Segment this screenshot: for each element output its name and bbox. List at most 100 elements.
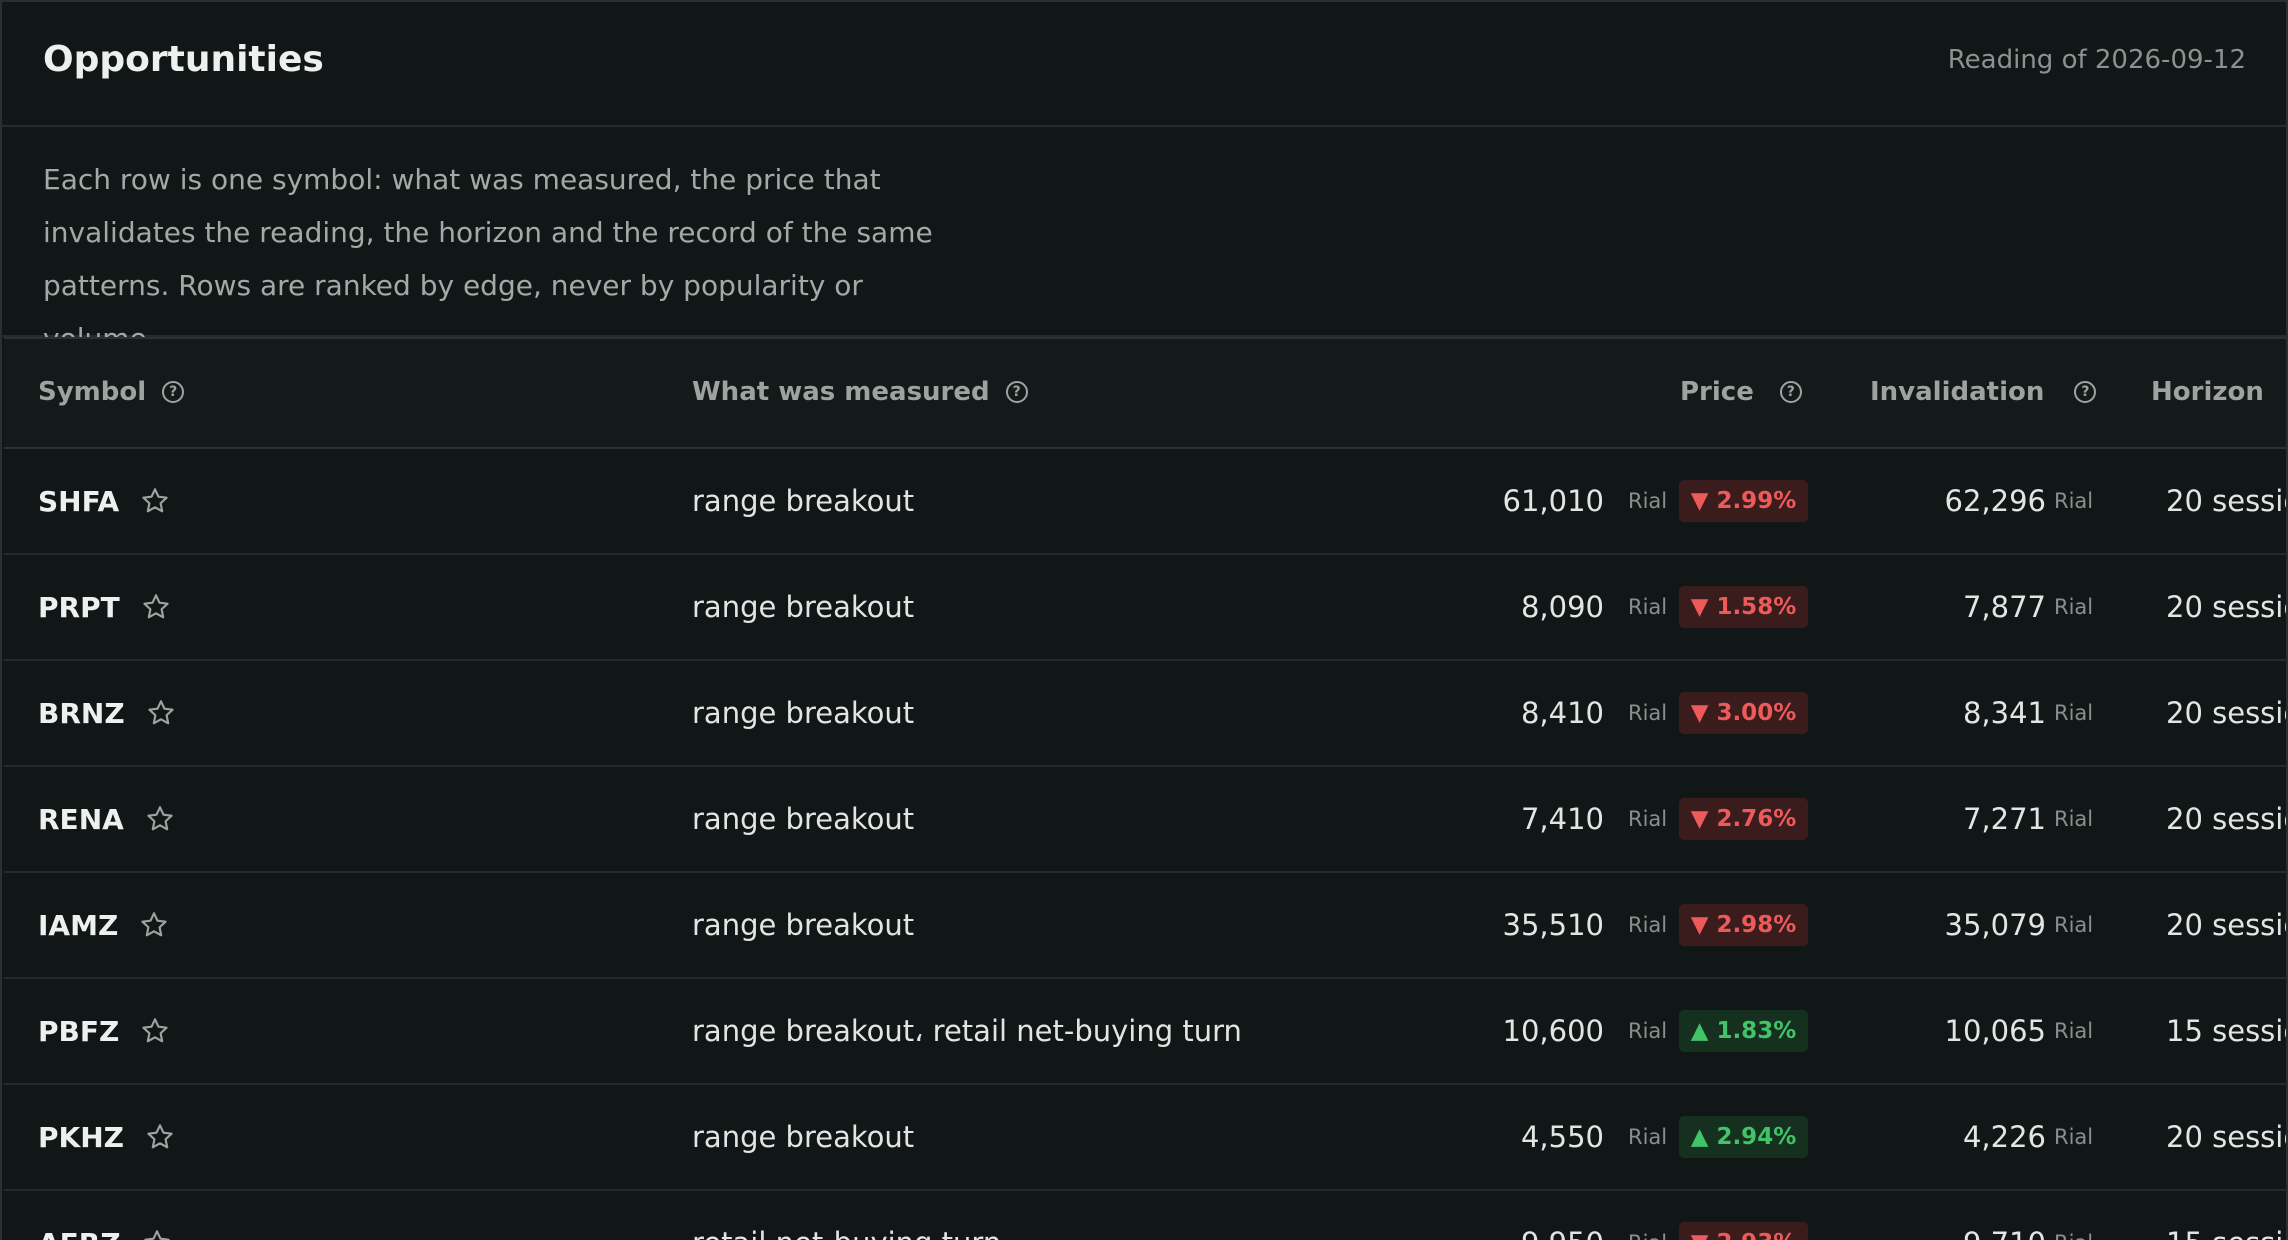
- horizon-value: 20 sessio: [2166, 696, 2288, 730]
- price-value: 8,410: [1520, 696, 1604, 730]
- change-badge: ▼ 3.00%: [1679, 692, 1808, 734]
- measured-cell: range breakout، retail net-buying turn: [692, 1014, 1242, 1048]
- help-icon[interactable]: ?: [1779, 381, 1802, 403]
- change-badge: ▼ 1.58%: [1679, 586, 1808, 628]
- column-measured[interactable]: What was measured ?: [692, 377, 1028, 407]
- change-badge: ▲ 1.83%: [1679, 1010, 1808, 1052]
- price-value: 4,550: [1520, 1120, 1604, 1154]
- column-invalidation-label: Invalidation: [1870, 377, 2045, 407]
- star-icon[interactable]: [139, 485, 171, 517]
- price-unit: Rial: [1628, 1125, 1668, 1149]
- price-unit: Rial: [1628, 701, 1668, 725]
- symbol-cell[interactable]: RENA: [38, 767, 176, 871]
- star-icon[interactable]: [139, 1015, 171, 1047]
- invalidation-value: 35,079: [1944, 908, 2046, 942]
- column-measured-label: What was measured: [692, 377, 990, 407]
- price-unit: Rial: [1628, 913, 1668, 937]
- help-icon[interactable]: ?: [1005, 381, 1028, 403]
- invalidation-unit: Rial: [2054, 1125, 2094, 1149]
- column-symbol-label: Symbol: [38, 377, 147, 407]
- price-unit: Rial: [1628, 1191, 1667, 1240]
- column-horizon[interactable]: Horizon ?: [2151, 377, 2286, 407]
- symbol-cell[interactable]: SHFA: [38, 449, 171, 553]
- horizon-value: 15 sessio: [2166, 1014, 2288, 1048]
- star-icon[interactable]: [144, 803, 176, 835]
- star-icon[interactable]: [138, 909, 170, 941]
- invalidation-value: 4,226: [1962, 1120, 2046, 1154]
- price-unit: Rial: [1628, 595, 1668, 619]
- star-icon[interactable]: [140, 591, 172, 623]
- symbol-cell[interactable]: AFRZ: [38, 1191, 173, 1240]
- invalidation-unit: Rial: [2054, 701, 2094, 725]
- invalidation-value: 7,271: [1962, 802, 2046, 836]
- price-value: 61,010: [1502, 484, 1604, 518]
- symbol-label: AFRZ: [38, 1227, 121, 1240]
- invalidation-unit: Rial: [2054, 489, 2094, 513]
- price-value: 9,950: [1454, 1191, 1604, 1240]
- symbol-label: PBFZ: [38, 1014, 120, 1048]
- description-text: Each row is one symbol: what was measure…: [43, 163, 933, 355]
- symbol-cell[interactable]: PBFZ: [38, 979, 171, 1083]
- table-row[interactable]: IAMZ range breakout 35,510 Rial ▼ 2.98% …: [4, 873, 2288, 979]
- column-symbol[interactable]: Symbol ?: [38, 377, 185, 407]
- price-value: 35,510: [1502, 908, 1604, 942]
- star-icon[interactable]: [141, 1227, 173, 1240]
- horizon-value: 15 sessio: [2166, 1191, 2286, 1240]
- symbol-cell[interactable]: PRPT: [38, 555, 172, 659]
- invalidation-value: 7,877: [1962, 590, 2046, 624]
- star-icon[interactable]: [145, 697, 177, 729]
- table-body: SHFA range breakout 61,010 Rial ▼ 2.99% …: [4, 449, 2288, 1240]
- symbol-label: BRNZ: [38, 696, 125, 730]
- price-unit: Rial: [1628, 489, 1668, 513]
- help-icon[interactable]: ?: [162, 381, 185, 403]
- table-row[interactable]: BRNZ range breakout 8,410 Rial ▼ 3.00% 8…: [4, 661, 2288, 767]
- measured-cell: retail net-buying turn: [692, 1191, 1001, 1240]
- invalidation-unit: Rial: [2054, 913, 2094, 937]
- invalidation-value: 10,065: [1944, 1014, 2046, 1048]
- symbol-cell[interactable]: PKHZ: [38, 1085, 176, 1189]
- table-row[interactable]: PBFZ range breakout، retail net-buying t…: [4, 979, 2288, 1085]
- price-unit: Rial: [1628, 1019, 1668, 1043]
- change-badge: ▼ 2.76%: [1679, 798, 1808, 840]
- symbol-cell[interactable]: IAMZ: [38, 873, 170, 977]
- horizon-value: 20 sessio: [2166, 1120, 2288, 1154]
- opportunities-table: Symbol ? What was measured ? Price ? Inv…: [4, 337, 2288, 1240]
- measured-cell: range breakout: [692, 590, 915, 624]
- star-icon[interactable]: [144, 1121, 176, 1153]
- change-badge: ▼ 2.98%: [1679, 904, 1808, 946]
- change-badge: ▲ 2.94%: [1679, 1116, 1808, 1158]
- table-row[interactable]: PKHZ range breakout 4,550 Rial ▲ 2.94% 4…: [4, 1085, 2288, 1191]
- column-invalidation[interactable]: Invalidation ?: [1870, 377, 2097, 407]
- horizon-value: 20 sessio: [2166, 590, 2288, 624]
- symbol-label: IAMZ: [38, 908, 119, 942]
- table-header: Symbol ? What was measured ? Price ? Inv…: [4, 337, 2286, 449]
- table-row[interactable]: AFRZ retail net-buying turn 9,950 Rial ▼…: [4, 1191, 2286, 1240]
- invalidation-unit: Rial: [2054, 595, 2094, 619]
- invalidation-value: 9,710: [1904, 1191, 2046, 1240]
- invalidation-value: 8,341: [1962, 696, 2046, 730]
- horizon-value: 20 sessio: [2166, 908, 2288, 942]
- column-horizon-label: Horizon: [2151, 377, 2264, 407]
- price-unit: Rial: [1628, 807, 1668, 831]
- horizon-value: 20 sessio: [2166, 484, 2288, 518]
- price-value: 10,600: [1502, 1014, 1604, 1048]
- measured-cell: range breakout: [692, 1120, 915, 1154]
- price-value: 8,090: [1520, 590, 1604, 624]
- symbol-label: PKHZ: [38, 1120, 124, 1154]
- invalidation-unit: Rial: [2054, 1191, 2093, 1240]
- reading-date: Reading of 2026-09-12: [1947, 44, 2246, 75]
- help-icon[interactable]: ?: [2074, 381, 2097, 403]
- table-row[interactable]: RENA range breakout 7,410 Rial ▼ 2.76% 7…: [4, 767, 2288, 873]
- table-row[interactable]: PRPT range breakout 8,090 Rial ▼ 1.58% 7…: [4, 555, 2288, 661]
- measured-cell: range breakout: [692, 802, 915, 836]
- invalidation-unit: Rial: [2054, 807, 2094, 831]
- column-price-label: Price: [1680, 377, 1754, 407]
- column-price[interactable]: Price ?: [1680, 377, 1802, 407]
- symbol-cell[interactable]: BRNZ: [38, 661, 177, 765]
- measured-cell: range breakout: [692, 696, 915, 730]
- horizon-value: 20 sessio: [2166, 802, 2288, 836]
- table-row[interactable]: SHFA range breakout 61,010 Rial ▼ 2.99% …: [4, 449, 2288, 555]
- change-badge: ▼ 2.93%: [1679, 1222, 1808, 1240]
- measured-cell: range breakout: [692, 484, 915, 518]
